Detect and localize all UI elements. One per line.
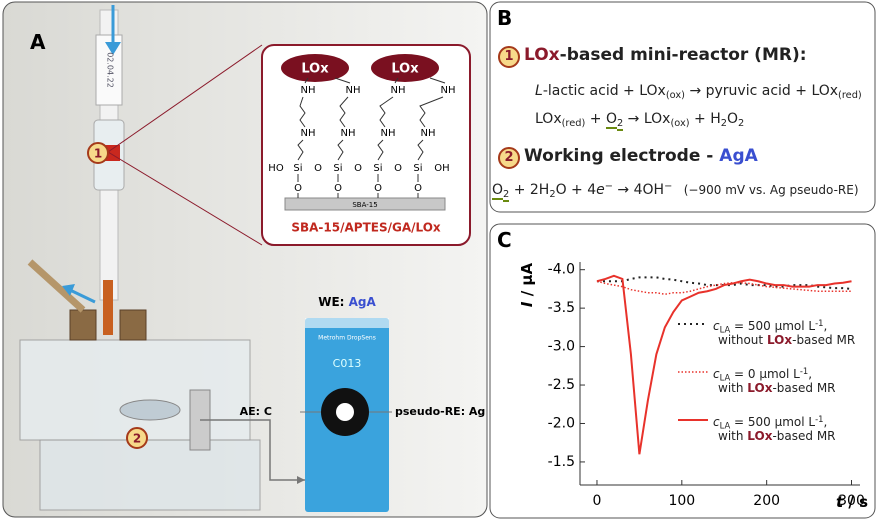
legend-entry: with LOx-based MR xyxy=(718,380,836,396)
we-name: AgA xyxy=(349,295,377,309)
oxygen: O xyxy=(314,163,322,174)
text-run: with xyxy=(718,381,747,395)
marker-number: 2 xyxy=(133,432,141,446)
panel-label: A xyxy=(30,30,45,54)
equation-line: 1LOx-based mini-reactor (MR): xyxy=(498,45,807,68)
text-run: O + 4 xyxy=(556,182,597,198)
text-run: → LOx xyxy=(623,111,670,127)
legend-entry: with LOx-based MR xyxy=(718,428,836,444)
panel-label: B xyxy=(497,6,512,30)
panel-label: C xyxy=(497,228,512,252)
oxygen: O xyxy=(334,183,342,194)
y-axis-label: I / µA xyxy=(518,263,536,307)
text-run: (ox) xyxy=(670,118,689,129)
amine: NH xyxy=(301,128,316,139)
text-run: -based MR xyxy=(792,333,855,347)
amine: NH xyxy=(341,128,356,139)
oxygen: O xyxy=(394,163,402,174)
inset-caption: SBA-15/APTES/GA/LOx xyxy=(291,221,441,235)
marker-number: 1 xyxy=(94,147,102,161)
text-run: + H xyxy=(690,111,721,127)
oxygen: O xyxy=(374,183,382,194)
text-run: -based mini-reactor (MR): xyxy=(560,45,807,65)
text-run: − xyxy=(605,181,613,192)
model: C013 xyxy=(333,357,362,370)
text-run: -1 xyxy=(800,366,808,376)
text-run: without xyxy=(718,333,767,347)
amine: NH xyxy=(301,85,316,96)
silicon: Si xyxy=(413,163,422,174)
enzyme-label: LOx xyxy=(391,62,419,77)
text-run: LOx xyxy=(747,429,772,443)
text-run: → pyruvic acid + LOx xyxy=(685,83,838,99)
brand: Metrohm DropSens xyxy=(318,335,376,342)
y-tick-label: -1.5 xyxy=(548,454,575,470)
x-tick-label: 0 xyxy=(593,493,602,509)
y-tick-label: -4.0 xyxy=(548,262,575,278)
silicon: Si xyxy=(333,163,342,174)
text-run: LOx xyxy=(747,381,772,395)
text-run: (−900 mV vs. Ag pseudo-RE) xyxy=(672,183,858,197)
text-run: / s xyxy=(843,493,868,511)
text-run: (red) xyxy=(562,118,586,129)
oxygen: O xyxy=(414,183,422,194)
text-run: e xyxy=(596,182,605,198)
silanol: OH xyxy=(434,163,449,174)
amine: NH xyxy=(391,85,406,96)
text-run: + xyxy=(585,111,606,127)
text-run: 2 xyxy=(738,118,744,129)
y-tick-label: -2.0 xyxy=(548,415,575,431)
text-run: O xyxy=(606,111,617,129)
text-run: L xyxy=(535,83,543,99)
text-run: -based MR xyxy=(772,429,835,443)
re-label: pseudo-RE: Ag xyxy=(395,405,485,418)
oxygen: O xyxy=(354,163,362,174)
figure: 1 2 02.04.22 LOx LOx NH NH Si O NH NH Si O NH NH Si O NH N… xyxy=(0,0,877,520)
x-tick-label: 200 xyxy=(753,493,780,509)
text-run: (red) xyxy=(838,90,862,101)
amine: NH xyxy=(346,85,361,96)
text-run: I xyxy=(518,301,536,307)
text-run: O xyxy=(727,111,738,127)
amine: NH xyxy=(381,128,396,139)
legend-entry: without LOx-based MR xyxy=(718,332,855,348)
text-run: 1 xyxy=(498,46,520,68)
text-run: / µA xyxy=(518,263,536,302)
silicon: Si xyxy=(293,163,302,174)
silanol: HO xyxy=(268,163,284,174)
equation-line: O2 + 2H2O + 4e− → 4OH− (−900 mV vs. Ag p… xyxy=(492,181,859,200)
y-tick-label: -3.0 xyxy=(548,339,575,355)
text-run: (ox) xyxy=(666,90,685,101)
we-prefix: WE: xyxy=(318,295,348,309)
equation-line: L-lactic acid + LOx(ox) → pyruvic acid +… xyxy=(535,83,862,101)
tape-text: 02.04.22 xyxy=(106,52,115,88)
y-tick-label: -2.5 xyxy=(548,377,575,393)
text-run: O xyxy=(492,182,503,200)
we-label: WE: AgA xyxy=(318,295,376,309)
text-run: → 4OH xyxy=(613,182,664,198)
oxygen: O xyxy=(294,183,302,194)
amine: NH xyxy=(421,128,436,139)
y-tick-label: -3.5 xyxy=(548,300,575,316)
silicon: Si xyxy=(373,163,382,174)
text-run: -lactic acid + LOx xyxy=(543,83,666,99)
equation-line: LOx(red) + O2 → LOx(ox) + H2O2 xyxy=(535,111,744,129)
text-run: LOx xyxy=(524,45,560,65)
text-run: LOx xyxy=(767,333,792,347)
text-run: AgA xyxy=(719,146,757,166)
enzyme-label: LOx xyxy=(301,62,329,77)
ae-label: AE: C xyxy=(240,405,272,418)
text-run: LOx xyxy=(535,111,562,127)
x-tick-label: 100 xyxy=(668,493,695,509)
x-axis-label: t / s xyxy=(836,493,868,511)
amine: NH xyxy=(441,85,456,96)
text-run: 2 xyxy=(498,147,520,169)
support-label: SBA-15 xyxy=(352,201,377,209)
text-run: with xyxy=(718,429,747,443)
text-run: -based MR xyxy=(772,381,835,395)
text-run: Working electrode - xyxy=(524,146,719,166)
text-run: + 2H xyxy=(509,182,549,198)
